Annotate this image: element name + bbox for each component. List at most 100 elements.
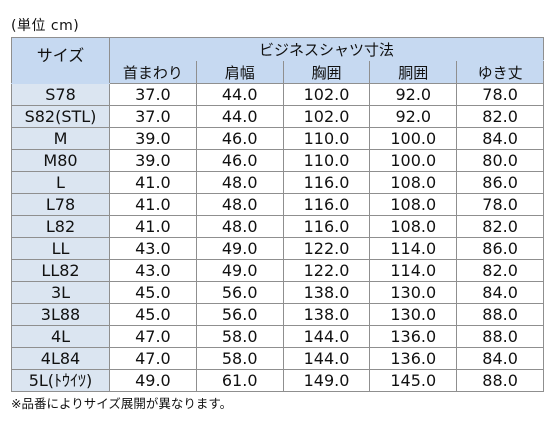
footnote: ※品番によりサイズ展開が異なります。 [11,396,233,411]
shoulder-cell: 49.0 [195,237,284,260]
table-row: S78 37.0 44.0 102.0 92.0 78.0 [11,83,544,106]
waist-cell: 114.0 [369,259,458,282]
size-cell: 4L [11,325,110,348]
chest-cell: 102.0 [282,83,371,106]
table-row: 3L 45.0 56.0 138.0 130.0 84.0 [11,281,544,304]
sleeve-cell: 82.0 [456,105,544,128]
neck-cell: 47.0 [109,325,197,348]
shoulder-cell: 48.0 [195,215,284,238]
neck-cell: 49.0 [109,369,197,392]
waist-cell: 145.0 [369,369,458,392]
neck-cell: 41.0 [109,193,197,216]
size-cell: S78 [11,83,110,106]
shoulder-cell: 58.0 [195,325,284,348]
waist-cell: 130.0 [369,281,458,304]
sleeve-cell: 88.0 [456,303,544,326]
waist-cell: 100.0 [369,127,458,150]
column-header-sleeve: ゆき丈 [456,60,544,84]
chest-cell: 122.0 [282,259,371,282]
size-column-header: サイズ [11,37,110,84]
chest-cell: 138.0 [282,303,371,326]
neck-cell: 47.0 [109,347,197,370]
waist-cell: 130.0 [369,303,458,326]
table-row: 3L88 45.0 56.0 138.0 130.0 88.0 [11,303,544,326]
column-header-neck: 首まわり [109,60,197,84]
neck-cell: 39.0 [109,127,197,150]
size-chart-table: サイズ ビジネスシャツ寸法 首まわり 肩幅 胸囲 胴囲 ゆき丈 S78 37.0 4… [11,37,544,392]
neck-cell: 43.0 [109,237,197,260]
shoulder-cell: 56.0 [195,303,284,326]
size-cell: LL [11,237,110,260]
neck-cell: 41.0 [109,171,197,194]
chest-cell: 144.0 [282,347,371,370]
chest-cell: 149.0 [282,369,371,392]
neck-cell: 37.0 [109,83,197,106]
table-row: L82 41.0 48.0 116.0 108.0 82.0 [11,215,544,238]
neck-cell: 39.0 [109,149,197,172]
waist-cell: 136.0 [369,325,458,348]
size-cell: 3L [11,281,110,304]
table-row: LL82 43.0 49.0 122.0 114.0 82.0 [11,259,544,282]
chest-cell: 138.0 [282,281,371,304]
chest-cell: 116.0 [282,193,371,216]
sleeve-cell: 84.0 [456,347,544,370]
shoulder-cell: 44.0 [195,105,284,128]
chest-cell: 144.0 [282,325,371,348]
table-row: 4L84 47.0 58.0 144.0 136.0 84.0 [11,347,544,370]
column-header-chest: 胸囲 [282,60,371,84]
size-cell: L [11,171,110,194]
table-body: S78 37.0 44.0 102.0 92.0 78.0 S82(STL) 37.0 44.0… [11,83,544,392]
sleeve-cell: 82.0 [456,259,544,282]
table-header: サイズ ビジネスシャツ寸法 首まわり 肩幅 胸囲 胴囲 ゆき丈 [11,37,544,84]
size-cell: M [11,127,110,150]
sleeve-cell: 88.0 [456,325,544,348]
unit-label: (単位 cm) [11,18,80,34]
chest-cell: 102.0 [282,105,371,128]
table-row: S82(STL) 37.0 44.0 102.0 92.0 82.0 [11,105,544,128]
size-cell: LL82 [11,259,110,282]
chest-cell: 110.0 [282,127,371,150]
chest-cell: 116.0 [282,215,371,238]
chest-cell: 122.0 [282,237,371,260]
shoulder-cell: 46.0 [195,127,284,150]
table-row: M80 39.0 46.0 110.0 100.0 80.0 [11,149,544,172]
size-cell: 4L84 [11,347,110,370]
table-row: M 39.0 46.0 110.0 100.0 84.0 [11,127,544,150]
waist-cell: 114.0 [369,237,458,260]
shoulder-cell: 61.0 [195,369,284,392]
size-cell: L82 [11,215,110,238]
table-row: L 41.0 48.0 116.0 108.0 86.0 [11,171,544,194]
sleeve-cell: 84.0 [456,127,544,150]
shoulder-cell: 48.0 [195,193,284,216]
size-cell: M80 [11,149,110,172]
shoulder-cell: 44.0 [195,83,284,106]
table-row: L78 41.0 48.0 116.0 108.0 78.0 [11,193,544,216]
size-cell: 3L88 [11,303,110,326]
table-row: 5L(ﾄｳｲﾂ) 49.0 61.0 149.0 145.0 88.0 [11,369,544,392]
sleeve-cell: 78.0 [456,83,544,106]
sleeve-cell: 82.0 [456,215,544,238]
size-cell: L78 [11,193,110,216]
size-cell: S82(STL) [11,105,110,128]
shoulder-cell: 58.0 [195,347,284,370]
table-row: 4L 47.0 58.0 144.0 136.0 88.0 [11,325,544,348]
table-row: LL 43.0 49.0 122.0 114.0 86.0 [11,237,544,260]
waist-cell: 100.0 [369,149,458,172]
shoulder-cell: 49.0 [195,259,284,282]
column-header-waist: 胴囲 [369,60,458,84]
neck-cell: 41.0 [109,215,197,238]
size-cell: 5L(ﾄｳｲﾂ) [11,369,110,392]
sleeve-cell: 78.0 [456,193,544,216]
waist-cell: 136.0 [369,347,458,370]
waist-cell: 108.0 [369,171,458,194]
sleeve-cell: 84.0 [456,281,544,304]
waist-cell: 92.0 [369,83,458,106]
chest-cell: 116.0 [282,171,371,194]
neck-cell: 37.0 [109,105,197,128]
shoulder-cell: 48.0 [195,171,284,194]
neck-cell: 43.0 [109,259,197,282]
waist-cell: 108.0 [369,215,458,238]
sleeve-cell: 88.0 [456,369,544,392]
sleeve-cell: 86.0 [456,237,544,260]
neck-cell: 45.0 [109,281,197,304]
